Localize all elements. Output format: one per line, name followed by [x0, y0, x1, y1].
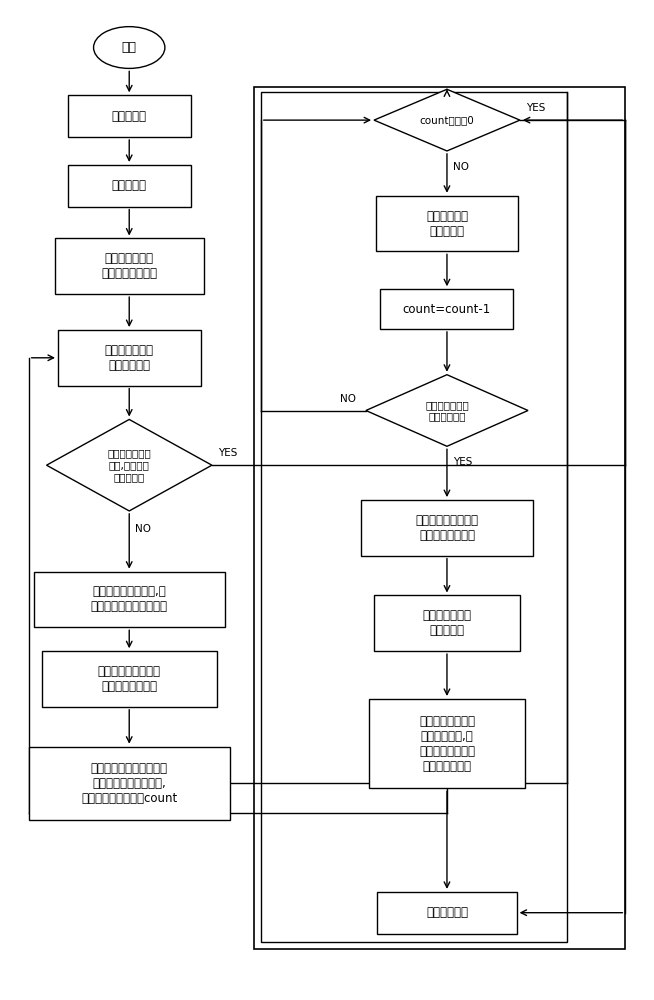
Text: YES: YES — [453, 457, 473, 467]
Text: 开始: 开始 — [122, 41, 137, 54]
Text: 获得最优策略: 获得最优策略 — [426, 906, 468, 919]
Bar — [374, 595, 520, 651]
Text: 计算当前信念状态下,每
个动作的值函数的下界值: 计算当前信念状态下,每 个动作的值函数的下界值 — [91, 585, 167, 613]
Bar — [377, 892, 517, 934]
Polygon shape — [366, 375, 528, 446]
Bar — [369, 699, 525, 788]
Bar — [381, 289, 513, 329]
Text: YES: YES — [526, 103, 546, 113]
Polygon shape — [374, 89, 520, 151]
Bar — [55, 238, 204, 294]
Bar — [29, 747, 230, 820]
Bar — [261, 92, 567, 942]
Bar — [42, 651, 216, 707]
Text: 更新当前信念状
态的上下界: 更新当前信念状 态的上下界 — [422, 609, 472, 637]
Bar — [67, 165, 191, 207]
Text: 环境初始化: 环境初始化 — [112, 179, 146, 192]
Text: 预测当前信念状
态处的最优值: 预测当前信念状 态处的最优值 — [105, 344, 154, 372]
Text: 更新当前信念状态上
下界的标准临界值: 更新当前信念状态上 下界的标准临界值 — [97, 665, 161, 693]
Text: YES: YES — [218, 448, 238, 458]
Text: 所选择的观察是
否有探索价值: 所选择的观察是 否有探索价值 — [425, 400, 469, 421]
Text: 计算下一信念状态上
下界的标准临界值: 计算下一信念状态上 下界的标准临界值 — [415, 514, 479, 542]
Text: NO: NO — [135, 524, 152, 534]
Bar — [67, 95, 191, 137]
Bar — [58, 330, 201, 386]
Bar — [375, 196, 518, 251]
Bar — [254, 87, 625, 949]
Bar — [33, 572, 225, 627]
Ellipse shape — [94, 27, 165, 68]
Text: NO: NO — [339, 394, 356, 404]
Text: count是否为0: count是否为0 — [420, 115, 474, 125]
Text: 将初始信念状态
置为当前信念状态: 将初始信念状态 置为当前信念状态 — [101, 252, 157, 280]
Polygon shape — [46, 419, 212, 511]
Text: 模型初始化: 模型初始化 — [112, 110, 146, 123]
Text: 顺序选择观察
集中的观察: 顺序选择观察 集中的观察 — [426, 210, 468, 238]
Bar — [361, 500, 533, 556]
Text: 选择最优动作进入
下一信念状态,并
将下一信念状态置
为当前信念状态: 选择最优动作进入 下一信念状态,并 将下一信念状态置 为当前信念状态 — [419, 715, 475, 773]
Text: NO: NO — [453, 162, 469, 172]
Text: 当前信念状态处
的上,下界值是
否满足条件: 当前信念状态处 的上,下界值是 否满足条件 — [107, 449, 151, 482]
Text: count=count-1: count=count-1 — [403, 303, 491, 316]
Text: 计算最优动作和对初始信
念状态贡献最大的观察,
并计算观察的总数为count: 计算最优动作和对初始信 念状态贡献最大的观察, 并计算观察的总数为count — [81, 762, 177, 805]
